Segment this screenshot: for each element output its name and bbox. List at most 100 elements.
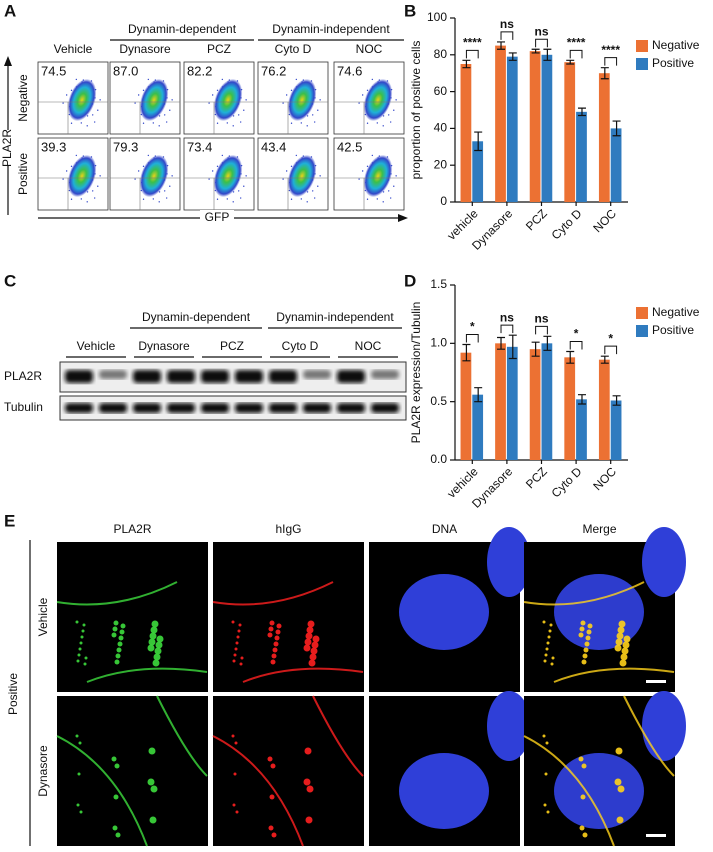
vesicle [579, 626, 585, 632]
vesicle [550, 662, 554, 666]
flow-dot [361, 170, 364, 172]
micrograph [57, 696, 208, 846]
flow-dot [282, 178, 284, 180]
flow-dot [282, 102, 284, 104]
vesicle [112, 626, 118, 632]
flow-dot [290, 122, 293, 124]
error-bar [508, 52, 517, 61]
vesicle [271, 653, 277, 659]
lane-label: PCZ [220, 339, 244, 353]
nucleus [554, 753, 644, 829]
legend-label: Negative [652, 38, 700, 52]
group-header: Dynamin-dependent [142, 310, 251, 324]
nucleus [399, 753, 489, 829]
group-header: Dynamin-independent [276, 310, 394, 324]
sig-label: * [574, 327, 579, 341]
column-label: Dynasore [119, 42, 171, 56]
channel-label: PLA2R [113, 522, 151, 536]
vesicle [304, 638, 312, 646]
vesicle [114, 763, 120, 769]
flow-dot [358, 102, 360, 104]
vesicle [116, 647, 122, 653]
band [65, 370, 93, 383]
vesicle [309, 653, 317, 661]
vesicle [614, 778, 622, 786]
flow-dot [211, 94, 214, 96]
vesicle [587, 623, 593, 629]
vesicle [78, 647, 82, 651]
vesicle [622, 641, 630, 649]
vesicle [305, 816, 313, 824]
flow-dot [169, 185, 171, 187]
sig-label: ns [534, 24, 548, 38]
vesicle [118, 635, 124, 641]
vesicle [77, 772, 81, 776]
sig-label: * [470, 320, 475, 334]
flow-dot [86, 201, 88, 203]
flow-dot [208, 178, 210, 180]
flow-dot [290, 165, 293, 168]
flow-dot [91, 114, 94, 116]
gate-percent: 39.3 [41, 139, 66, 154]
flow-dot [75, 154, 78, 157]
vesicle [238, 623, 242, 627]
band [167, 403, 195, 413]
vesicle [113, 794, 119, 800]
y-tick-label: 20 [434, 157, 448, 171]
flow-dot [389, 121, 392, 123]
flow-dot [75, 78, 78, 81]
flow-dot [311, 190, 314, 192]
error-bar [543, 335, 552, 351]
flow-dot [152, 122, 155, 124]
vesicle [272, 647, 278, 653]
vesicle [267, 632, 273, 638]
flow-dot [165, 121, 168, 123]
legend-swatch [636, 40, 648, 52]
flow-dot [226, 198, 229, 200]
vesicle [75, 620, 79, 624]
flow-dot [152, 198, 155, 200]
flow-density [287, 78, 317, 122]
vesicle [151, 620, 159, 628]
sig-bracket [500, 31, 514, 40]
flow-dot [93, 197, 96, 199]
vesicle [83, 662, 87, 666]
flow-dot [239, 121, 242, 123]
vesicle [231, 734, 235, 738]
flow-density [139, 78, 169, 122]
membrane [56, 695, 208, 847]
blot-label: Tubulin [4, 400, 43, 414]
membrane [212, 581, 364, 683]
label-bg [200, 210, 234, 226]
flow-dot [70, 89, 73, 92]
vesicle [114, 659, 120, 665]
x-tick-label: Cyto D [549, 206, 585, 242]
flow-dot [317, 109, 319, 111]
gate-percent: 74.5 [41, 63, 66, 78]
vesicle [117, 641, 123, 647]
vesicle [311, 641, 319, 649]
bar [598, 359, 610, 460]
flow-dot [163, 114, 166, 116]
micrograph-content [212, 581, 364, 683]
flow-dot [319, 175, 321, 177]
band [99, 403, 127, 413]
band [99, 370, 127, 379]
group-header: Dynamin-independent [272, 22, 390, 36]
vesicle [150, 785, 158, 793]
flow-dot [245, 175, 247, 177]
vesicle [149, 816, 157, 824]
error-bar [474, 387, 483, 403]
sig-bracket [500, 324, 514, 334]
row-label: Vehicle [36, 597, 50, 636]
vesicle [621, 647, 629, 655]
blot-label: PLA2R [4, 369, 42, 383]
vesicle [147, 644, 155, 652]
y-tick-label: 40 [434, 121, 448, 135]
vesicle [547, 635, 551, 639]
error-bar [577, 394, 586, 405]
flow-dot [232, 201, 234, 203]
band [337, 403, 365, 413]
nucleus [399, 574, 489, 650]
x-axis-label: GFP [205, 210, 230, 224]
